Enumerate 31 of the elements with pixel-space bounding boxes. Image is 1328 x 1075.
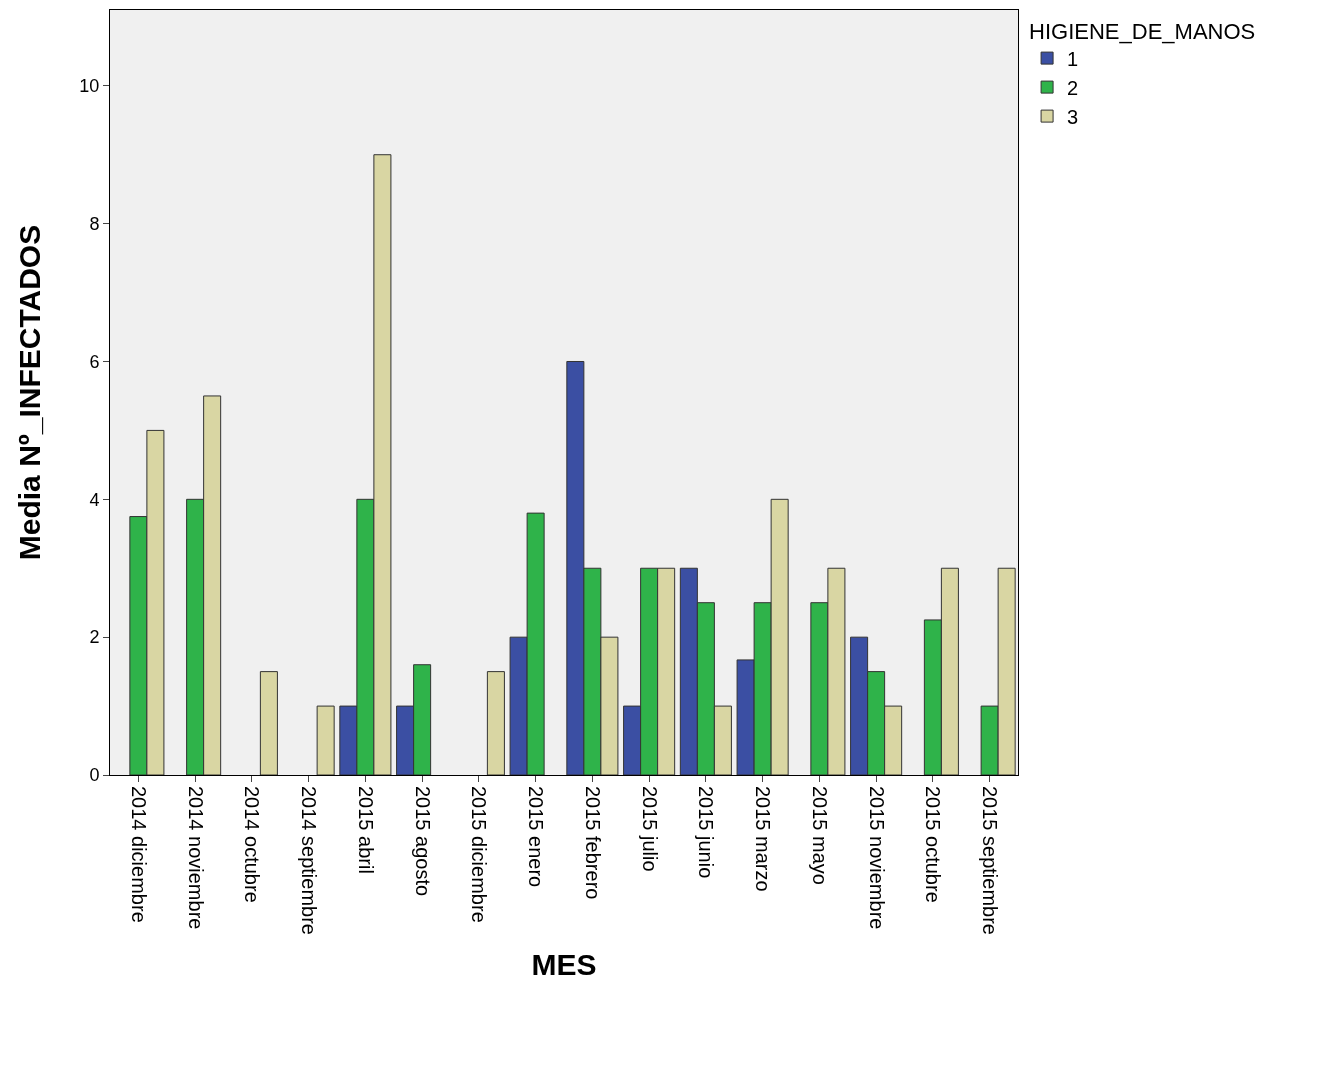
x-tick-label: 2015 mayo xyxy=(808,786,831,885)
x-tick-label: 2015 junio xyxy=(695,786,718,879)
legend-title: HIGIENE_DE_MANOS xyxy=(1029,18,1256,44)
legend-label: 1 xyxy=(1067,47,1079,70)
y-tick-label: 6 xyxy=(89,351,100,372)
legend-label: 2 xyxy=(1067,76,1079,99)
x-tick-label: 2015 octubre xyxy=(922,786,945,903)
x-tick-label: 2015 diciembre xyxy=(468,786,491,923)
y-tick-label: 8 xyxy=(89,213,100,234)
x-tick-label: 2014 octubre xyxy=(241,786,264,903)
y-tick-label: 2 xyxy=(89,627,100,648)
x-tick-label: 2015 enero xyxy=(525,786,548,888)
x-tick-label: 2015 noviembre xyxy=(865,786,888,930)
x-tick-label: 2015 septiembre xyxy=(979,786,1002,935)
legend-label: 3 xyxy=(1067,105,1079,128)
y-tick-label: 0 xyxy=(89,765,100,786)
x-tick-label: 2014 diciembre xyxy=(127,786,150,923)
x-tick-label: 2015 abril xyxy=(354,786,377,874)
y-tick-label: 10 xyxy=(79,76,100,97)
x-tick-label: 2015 julio xyxy=(638,786,661,872)
bar xyxy=(316,705,335,775)
x-tick-label: 2015 febrero xyxy=(581,786,604,900)
y-tick-label: 4 xyxy=(89,489,100,510)
bar xyxy=(486,671,505,775)
bar xyxy=(259,671,278,775)
x-axis-title: MES xyxy=(531,948,597,982)
x-tick-label: 2015 marzo xyxy=(752,786,775,892)
y-axis-title: Media Nº_INFECTADOS xyxy=(13,224,46,561)
x-tick-label: 2014 septiembre xyxy=(298,786,321,935)
x-tick-label: 2015 agosto xyxy=(411,786,434,897)
x-tick-label: 2014 noviembre xyxy=(184,786,207,930)
